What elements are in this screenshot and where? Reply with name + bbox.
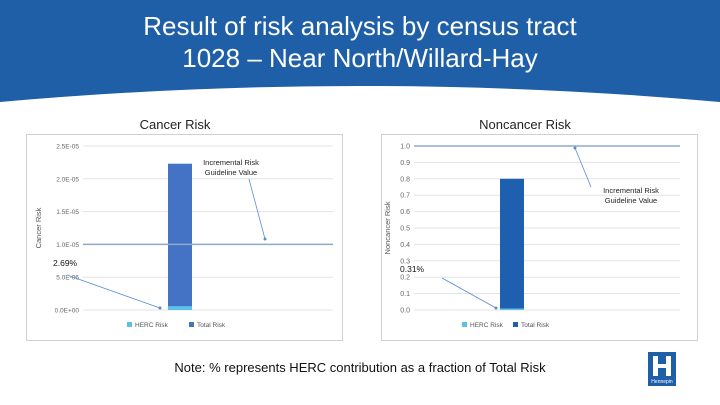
noncancer-risk-chart: 0.0 0.1 0.2 0.3 0.4 0.5 0.6 0.7 0.8 0.9 1.0 Noncanc… (383, 144, 680, 329)
guideline-label-line2: Guideline Value (205, 168, 257, 177)
annotation-arrow (66, 274, 161, 309)
title-banner (0, 0, 720, 102)
y-tick-label: 0.2 (400, 275, 410, 282)
herc-risk-bar (168, 306, 192, 310)
hennepin-logo: Hennepin (648, 352, 676, 386)
guideline-label-line1: Incremental Risk (203, 158, 259, 167)
annotation-arrow (441, 277, 497, 309)
legend-swatch (462, 322, 467, 327)
slide-title-line1: Result of risk analysis by census tract (143, 11, 577, 41)
guideline-arrow (248, 178, 266, 240)
y-tick-label: 0.8 (400, 176, 410, 183)
herc-risk-bar (500, 308, 524, 310)
y-tick-label: 1.0E-05 (56, 242, 79, 249)
y-tick-label: 1.5E-05 (56, 209, 79, 216)
noncancer-chart-title: Noncancer Risk (479, 117, 571, 132)
guideline-label-line1: Incremental Risk (603, 186, 659, 195)
y-tick-label: 0.7 (400, 193, 410, 200)
slide-title: Result of risk analysis by census tract … (0, 10, 720, 74)
y-tick-label: 5.0E-06 (56, 275, 79, 282)
legend-label: HERC Risk (470, 322, 504, 329)
noncancer-chart-panel: 0.0 0.1 0.2 0.3 0.4 0.5 0.6 0.7 0.8 0.9 1.0 Noncanc… (381, 134, 698, 341)
guideline-arrow-head (263, 237, 267, 241)
y-tick-label: 0.0E+00 (55, 308, 80, 315)
y-axis-label: Cancer Risk (34, 207, 43, 248)
legend-swatch (513, 322, 518, 327)
legend-label: Total Risk (197, 322, 226, 329)
y-tick-label: 0.9 (400, 160, 410, 167)
y-tick-label: 0.6 (400, 209, 410, 216)
y-tick-label: 2.5E-05 (56, 144, 79, 151)
herc-percent-annotation: 2.69% (53, 258, 78, 268)
cancer-risk-chart: 0.0E+00 5.0E-06 1.0E-05 1.5E-05 2.0E-05 2.5E-… (34, 144, 333, 329)
cancer-chart-panel: 0.0E+00 5.0E-06 1.0E-05 1.5E-05 2.0E-05 2.5E-… (26, 134, 343, 341)
annotation-arrow-head (158, 306, 162, 310)
y-tick-label: 1.0 (400, 144, 410, 151)
guideline-label-line2: Guideline Value (605, 196, 657, 205)
herc-percent-annotation: 0.31% (400, 264, 425, 274)
guideline-arrow-head (573, 146, 577, 150)
y-tick-label: 0.5 (400, 226, 410, 233)
legend-label: HERC Risk (135, 322, 169, 329)
total-risk-bar (168, 163, 192, 310)
legend-swatch (189, 322, 194, 327)
footnote: Note: % represents HERC contribution as … (174, 360, 546, 375)
y-tick-label: 0.4 (400, 242, 410, 249)
total-risk-bar (500, 178, 524, 310)
y-tick-label: 0.3 (400, 258, 410, 265)
cancer-chart-title: Cancer Risk (139, 117, 211, 132)
legend-swatch (127, 322, 132, 327)
y-tick-label: 0.1 (400, 291, 410, 298)
y-tick-label: 0.0 (400, 308, 410, 315)
y-tick-label: 2.0E-05 (56, 176, 79, 183)
legend-label: Total Risk (521, 322, 550, 329)
slide-title-line2: 1028 – Near North/Willard-Hay (182, 43, 538, 73)
guideline-arrow (574, 147, 592, 188)
annotation-arrow-head (494, 306, 498, 310)
y-axis-label: Noncancer Risk (383, 201, 392, 254)
logo-text: Hennepin (651, 379, 673, 385)
